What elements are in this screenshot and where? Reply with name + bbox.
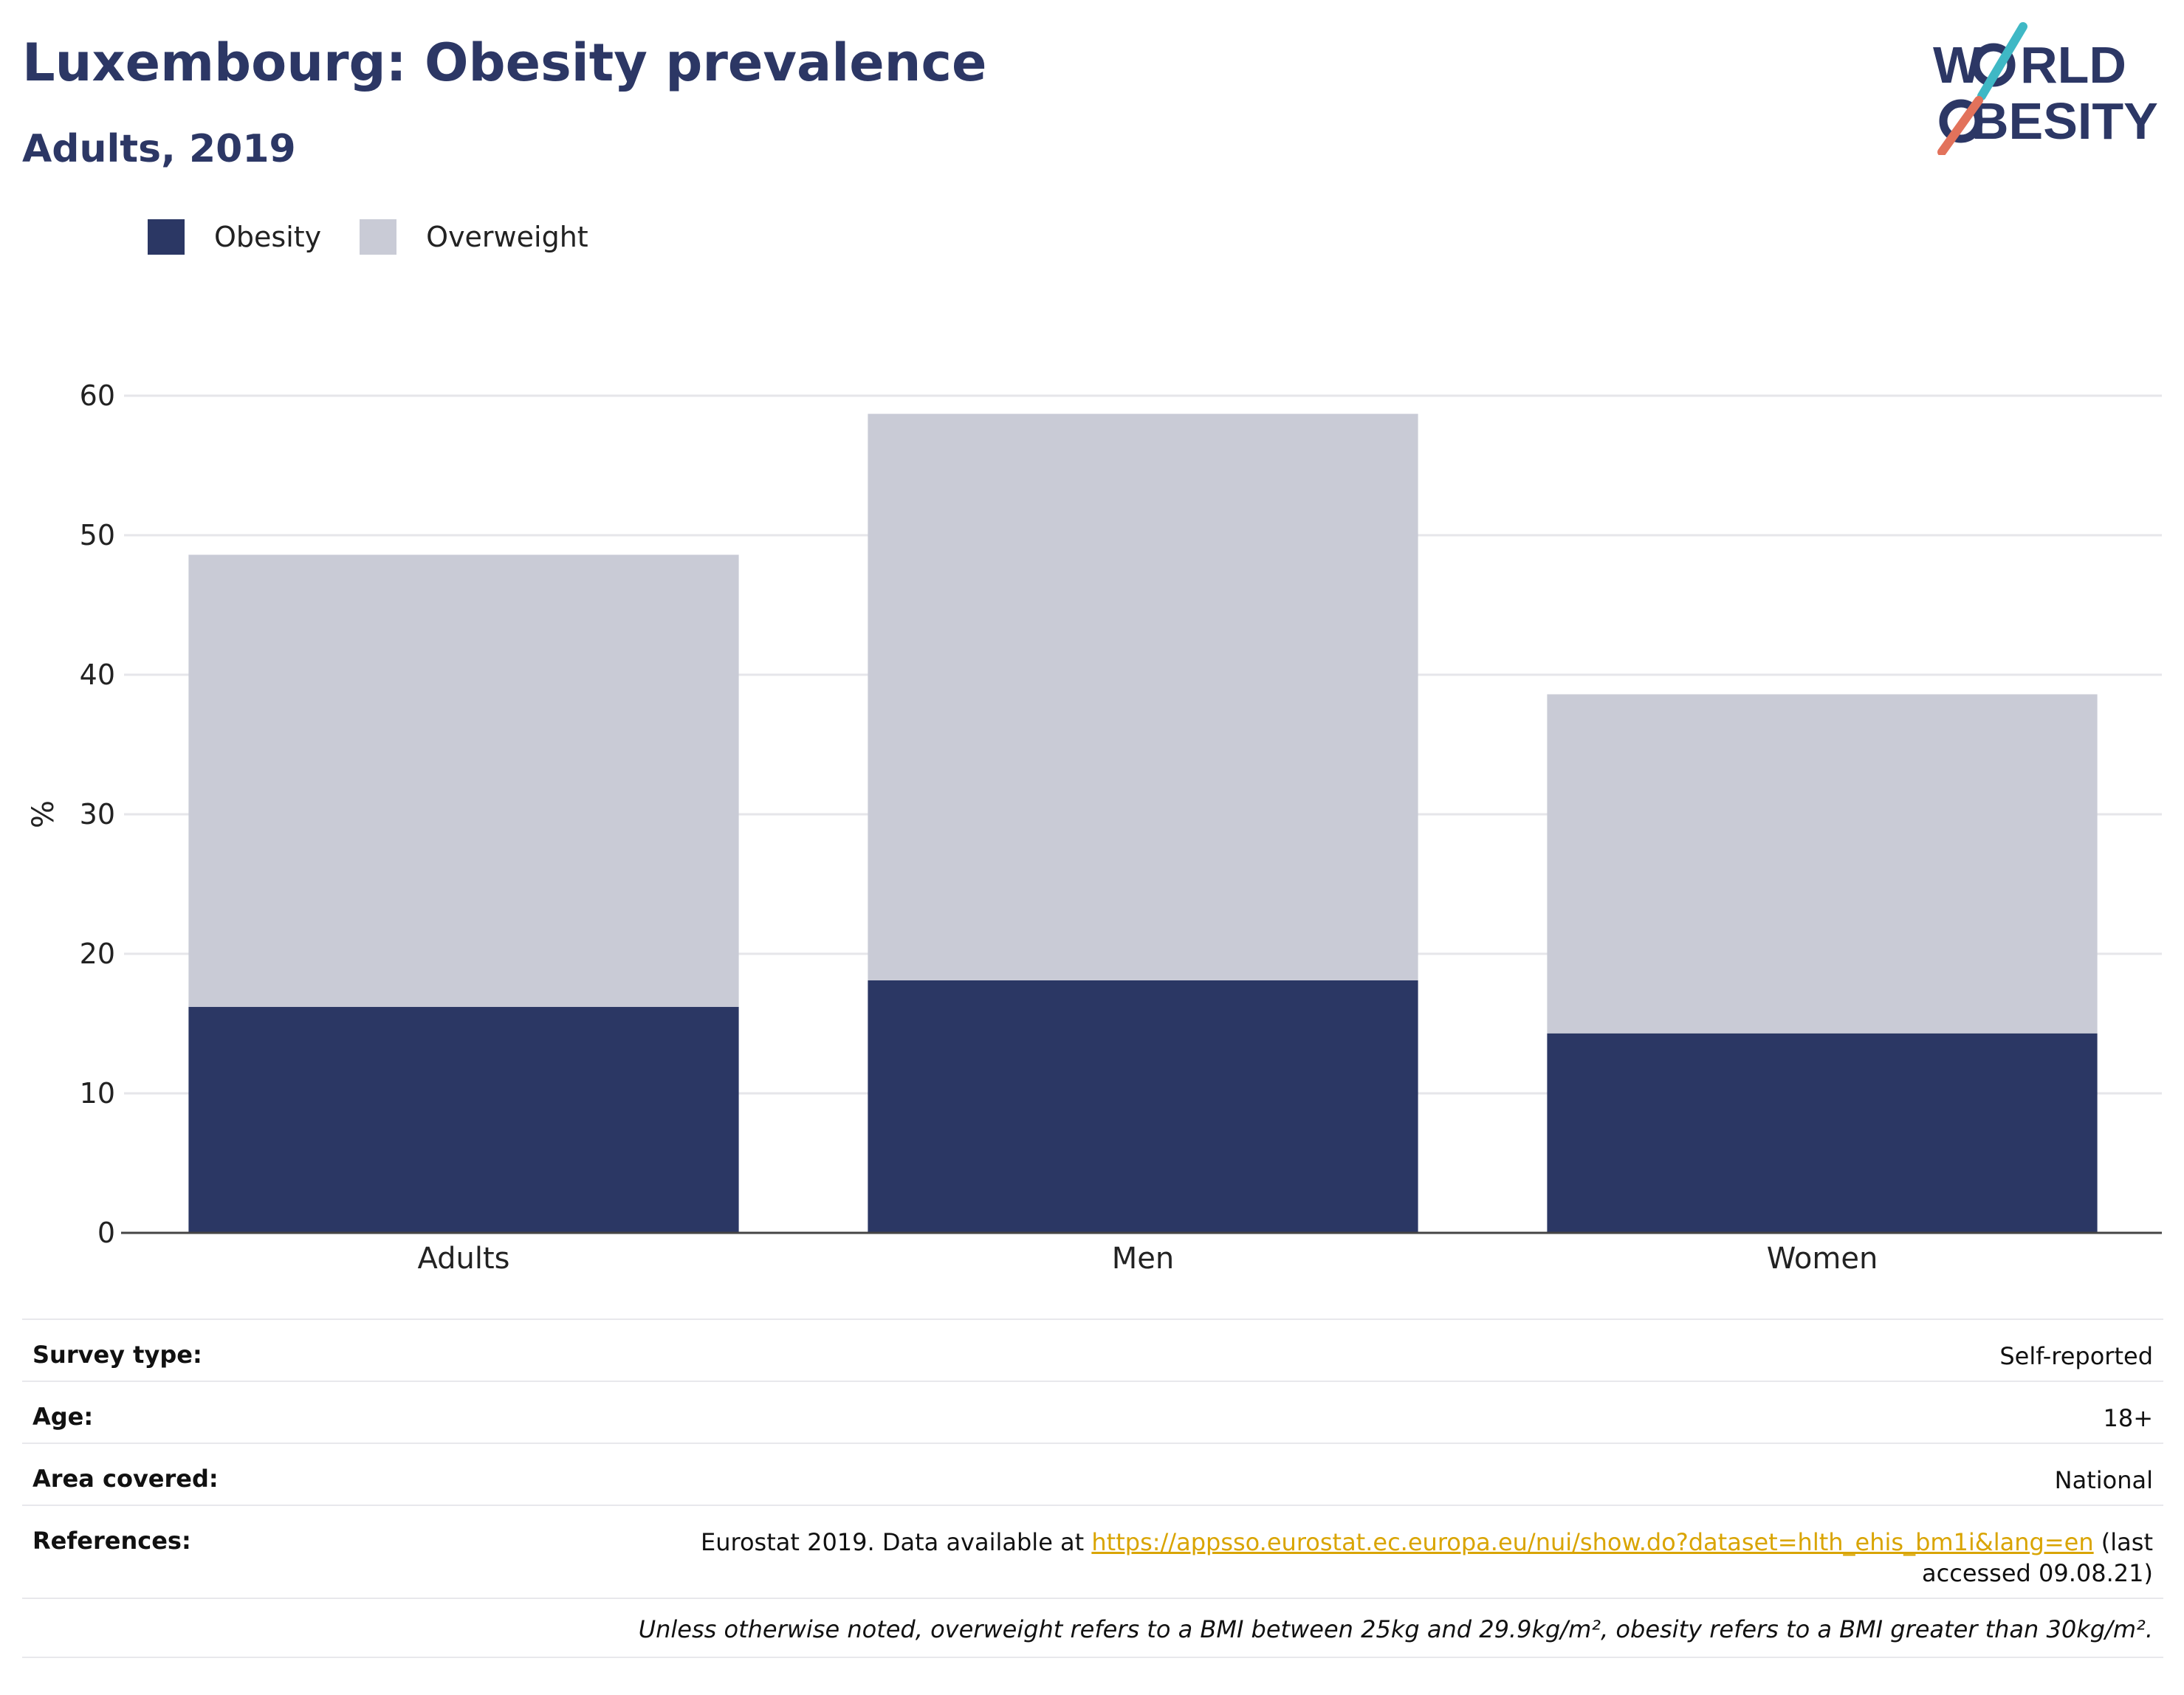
- references-prefix: Eurostat 2019. Data available at: [701, 1528, 1092, 1556]
- logo-o-ring-bottom: [1939, 99, 1983, 143]
- area-label: Area covered:: [32, 1465, 219, 1493]
- y-tick-label: 20: [80, 938, 115, 970]
- x-tick-label: Men: [1112, 1242, 1174, 1276]
- y-tick-label: 0: [97, 1217, 115, 1249]
- bar-obesity-adults: [188, 1006, 739, 1233]
- age-value: 18+: [2103, 1404, 2153, 1432]
- y-tick-label: 40: [80, 659, 115, 691]
- y-tick-label: 10: [80, 1077, 115, 1110]
- definition-note: Unless otherwise noted, overweight refer…: [22, 1598, 2163, 1658]
- bar-obesity-men: [868, 980, 1418, 1233]
- bar-chart: 0 10 20 30 40 50 60% Adults Men Women: [27, 379, 2162, 1276]
- legend-label-overweight: Overweight: [426, 221, 588, 253]
- survey-type-value: Self-reported: [1999, 1342, 2153, 1370]
- world-obesity-logo: W RLD BESITY: [1933, 22, 2158, 155]
- bar-overweight-adults: [188, 554, 739, 1007]
- references-link[interactable]: https://appsso.eurostat.ec.europa.eu/nui…: [1091, 1528, 2094, 1556]
- bar-overweight-women: [1547, 694, 2098, 1034]
- logo-slash-teal: [1977, 22, 2027, 100]
- x-tick-label: Adults: [417, 1242, 509, 1276]
- logo-slash-coral: [1937, 96, 1983, 155]
- info-row-survey-type: Survey type: Self-reported: [22, 1318, 2163, 1381]
- survey-type-label: Survey type:: [32, 1341, 202, 1369]
- info-row-area: Area covered: National: [22, 1443, 2163, 1505]
- info-row-age: Age: 18+: [22, 1381, 2163, 1443]
- age-label: Age:: [32, 1403, 94, 1431]
- references-label: References:: [32, 1527, 191, 1555]
- y-tick-label: 30: [80, 798, 115, 831]
- chart-subtitle: Adults, 2019: [22, 127, 296, 171]
- logo-text-line2-b: BESITY: [1971, 92, 2158, 150]
- legend-swatch-overweight: [360, 219, 397, 255]
- info-table: Survey type: Self-reported Age: 18+ Area…: [22, 1318, 2163, 1658]
- y-tick-label: 60: [80, 379, 115, 412]
- y-tick-label: 50: [80, 519, 115, 551]
- legend-swatch-obesity: [148, 219, 185, 255]
- svg-text:BESITY: BESITY: [1971, 92, 2158, 150]
- chart-legend: Obesity Overweight: [148, 219, 627, 255]
- legend-label-obesity: Obesity: [214, 221, 322, 253]
- x-tick-label: Women: [1767, 1242, 1878, 1276]
- references-suffix: (last accessed 09.08.21): [1922, 1528, 2153, 1587]
- references-value: Eurostat 2019. Data available at https:/…: [602, 1527, 2153, 1589]
- bar-obesity-women: [1547, 1033, 2098, 1233]
- bar-overweight-men: [868, 413, 1418, 980]
- info-row-references: References: Eurostat 2019. Data availabl…: [22, 1505, 2163, 1598]
- y-axis-label: %: [27, 800, 61, 828]
- logo-text-line1-b: RLD: [2020, 36, 2126, 94]
- area-value: National: [2054, 1466, 2153, 1494]
- chart-title: Luxembourg: Obesity prevalence: [22, 32, 987, 93]
